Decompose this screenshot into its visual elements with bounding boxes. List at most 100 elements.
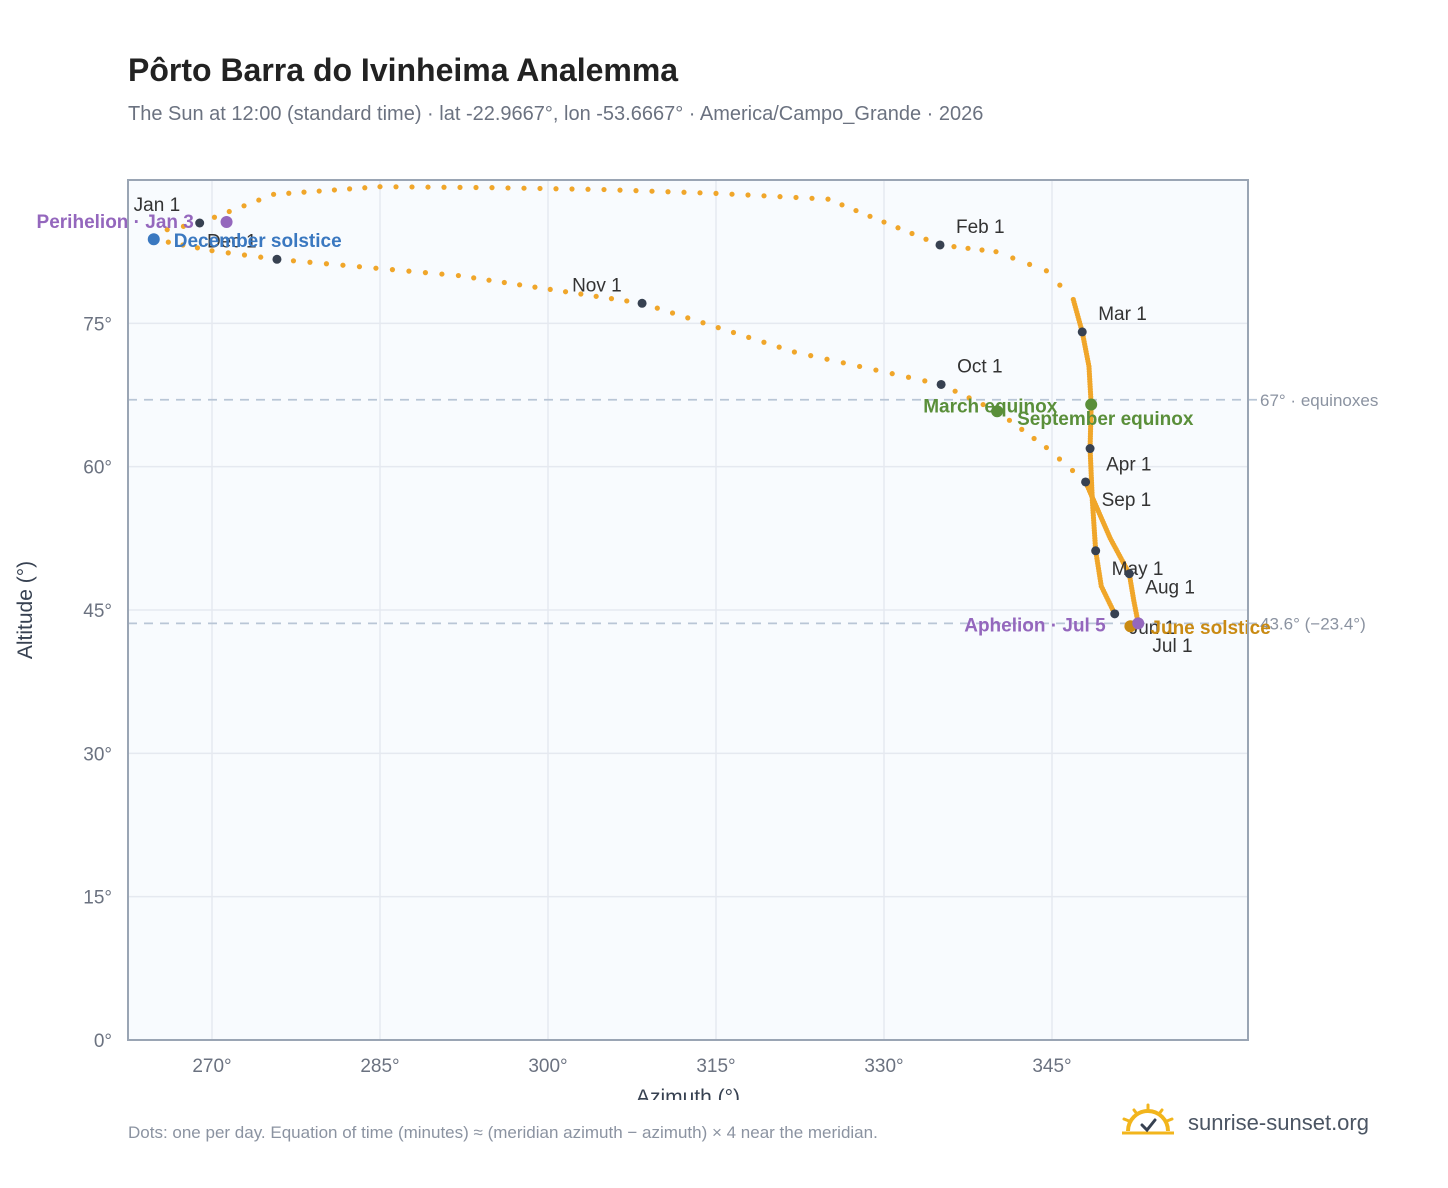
analemma-dot (393, 184, 399, 190)
analemma-dot (777, 194, 783, 200)
sun-logo-icon (1122, 1103, 1174, 1135)
analemma-dot (209, 248, 215, 254)
analemma-dot (697, 190, 703, 196)
analemma-dot (441, 184, 447, 190)
analemma-dot (966, 395, 972, 401)
event-label: June solstice (1150, 618, 1270, 639)
analemma-dot (455, 272, 461, 279)
x-tick-label: 285° (360, 1056, 399, 1077)
y-tick-label: 45° (83, 601, 112, 622)
month-marker (1091, 546, 1101, 556)
analemma-dot (809, 195, 815, 201)
analemma-dot (633, 188, 639, 194)
month-marker (1085, 444, 1095, 454)
analemma-dot (569, 186, 575, 192)
analemma-dot (486, 277, 492, 283)
analemma-dot (857, 363, 863, 370)
reference-lines: 67° · equinoxes 43.6° (−23.4°) (128, 391, 1378, 633)
analemma-dot (1010, 255, 1016, 261)
analemma-dot (681, 189, 687, 195)
analemma-dot (271, 191, 277, 197)
analemma-dot (439, 271, 445, 277)
analemma-dot (537, 185, 543, 192)
analemma-dot (761, 339, 767, 345)
y-tick-label: 0° (94, 1031, 112, 1052)
brand-logo: sunrise-sunset.org (1120, 1100, 1369, 1146)
analemma-dot (180, 242, 186, 248)
analemma-dot (301, 189, 307, 195)
analemma-dot (473, 184, 479, 191)
analemma-dot (825, 196, 831, 202)
analemma-dot (839, 202, 845, 208)
month-label: Feb 1 (956, 217, 1005, 238)
analemma-dot (347, 186, 353, 192)
analemma-dot (761, 193, 767, 199)
analemma-dot (406, 268, 412, 274)
analemma-dot (685, 315, 691, 321)
analemma-dot (889, 371, 895, 377)
analemma-dot (373, 265, 379, 271)
y-tick-label: 75° (83, 314, 112, 335)
analemma-dot (532, 284, 538, 290)
month-label: Oct 1 (957, 356, 1002, 377)
analemma-dot (194, 245, 201, 251)
event-label: March equinox (923, 397, 1058, 418)
analemma-dot (867, 213, 873, 219)
analemma-dot (715, 325, 721, 331)
analemma-dot (700, 320, 706, 326)
analemma-dot (164, 227, 170, 233)
analemma-dot (471, 275, 477, 281)
x-tick-label: 345° (1032, 1056, 1071, 1077)
analemma-dot (585, 186, 591, 192)
x-tick-label: 330° (864, 1056, 903, 1077)
analemma-dot (730, 329, 737, 336)
analemma-dot (1043, 268, 1049, 274)
analemma-dot (951, 244, 957, 250)
grid-layer (128, 180, 1248, 1040)
analemma-dot (905, 374, 912, 380)
analemma-dot (993, 249, 999, 255)
analemma-dot (840, 360, 846, 366)
x-tick-label: 300° (528, 1056, 567, 1077)
analemma-dot (258, 254, 264, 260)
brand-name: sunrise-sunset.org (1188, 1110, 1369, 1135)
month-label: May 1 (1112, 559, 1164, 580)
month-label: Jan 1 (134, 195, 180, 216)
analemma-dot (307, 259, 313, 265)
analemma-dot (881, 219, 887, 225)
analemma-dot (362, 185, 368, 191)
analemma-dot (286, 190, 292, 196)
analemma-dot (389, 267, 396, 273)
analemma-dot (256, 197, 262, 203)
analemma-dot (1031, 435, 1037, 442)
analemma-dot (501, 279, 507, 286)
event-marker (1132, 617, 1145, 630)
event-label: September equinox (1017, 409, 1194, 430)
analemma-dot (290, 258, 297, 264)
analemma-dot (422, 270, 429, 276)
analemma-dot (608, 296, 615, 302)
event-label: December solstice (174, 231, 342, 252)
x-tick-label: 270° (192, 1056, 231, 1077)
analemma-dot (165, 239, 171, 245)
analemma-dot (952, 388, 958, 394)
analemma-dot (649, 188, 655, 194)
analemma-dot (665, 189, 671, 195)
analemma-dot (226, 208, 232, 215)
analemma-dot (1027, 261, 1033, 268)
analemma-dot (853, 207, 859, 214)
analemma-dot (791, 349, 798, 355)
analemma-dot (225, 250, 231, 256)
analemma-dot (624, 298, 630, 304)
analemma-dot (457, 184, 463, 190)
analemma-dot (377, 184, 383, 190)
analemma-dot (1043, 444, 1049, 451)
y-tick-label: 30° (83, 744, 112, 765)
analemma-dot (425, 184, 431, 190)
analemma-dot (409, 184, 415, 190)
analemma-dot (1069, 467, 1076, 474)
month-marker (1081, 477, 1091, 487)
x-tick-label: 315° (696, 1056, 735, 1077)
analemma-dot (1006, 417, 1013, 423)
